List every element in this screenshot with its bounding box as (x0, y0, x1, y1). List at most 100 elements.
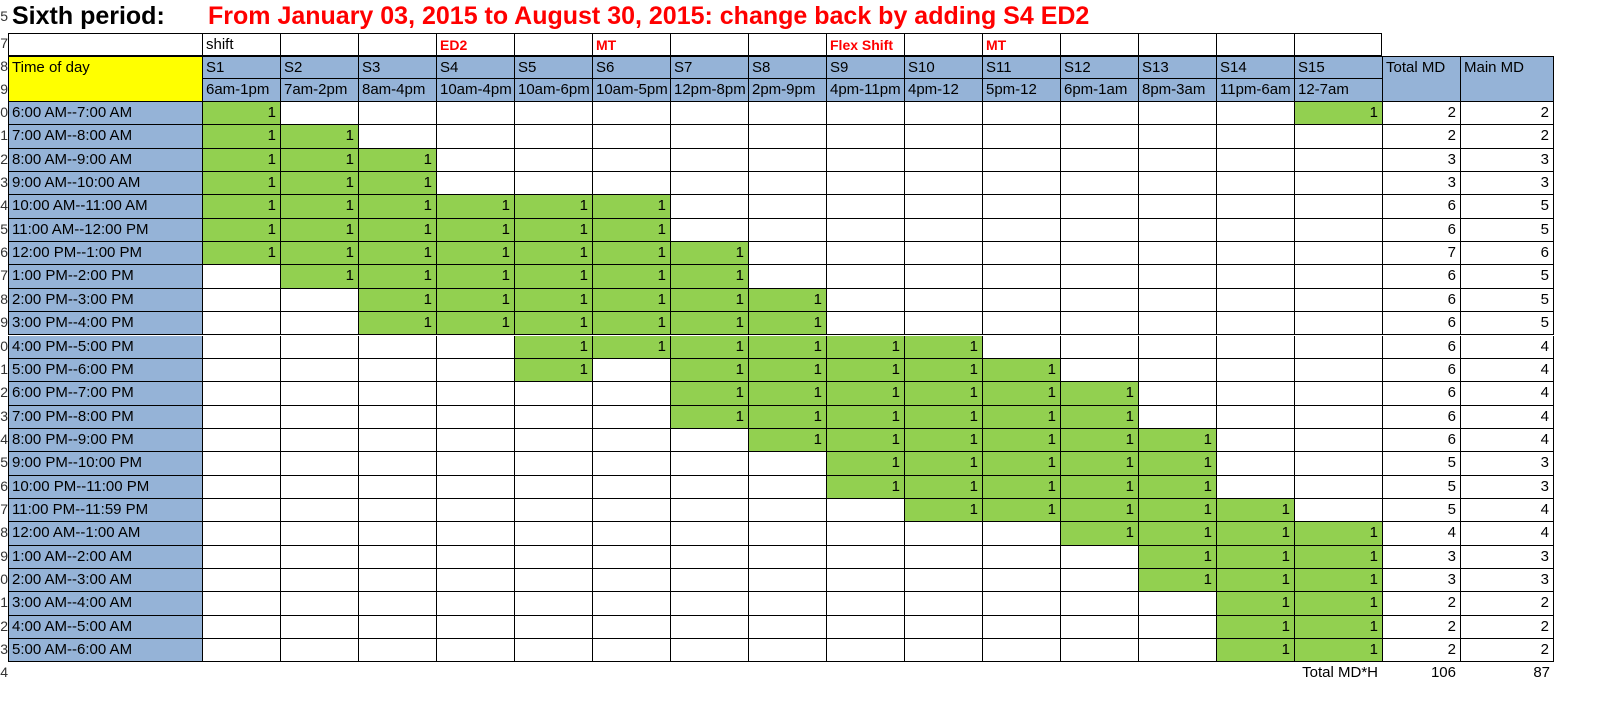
shift-cell[interactable] (514, 172, 592, 196)
shift-cell[interactable] (202, 405, 280, 429)
shift-cell[interactable] (202, 288, 280, 313)
shift-cell[interactable] (1060, 195, 1138, 219)
shift-cell[interactable] (514, 592, 592, 616)
time-slot-label[interactable]: 4:00 AM--5:00 AM (8, 615, 202, 640)
shift-cell[interactable]: 1 (436, 288, 514, 313)
shift-time-header[interactable]: 2pm-9pm (748, 79, 826, 102)
shift-cell[interactable]: 1 (280, 265, 358, 289)
shift-cell[interactable] (1138, 125, 1216, 149)
annotation-cell[interactable] (514, 33, 592, 56)
annotation-cell[interactable]: Flex Shift (826, 33, 904, 56)
shift-cell[interactable] (1294, 335, 1382, 359)
shift-cell[interactable] (592, 382, 670, 406)
shift-cell[interactable] (592, 428, 670, 453)
shift-cell[interactable]: 1 (982, 498, 1060, 523)
shift-cell[interactable] (748, 592, 826, 616)
shift-cell[interactable] (826, 265, 904, 289)
shift-cell[interactable]: 1 (904, 475, 982, 499)
shift-time-header[interactable]: 8am-4pm (358, 79, 436, 102)
shift-cell[interactable] (1138, 242, 1216, 266)
time-of-day-header-blank[interactable] (8, 79, 202, 102)
shift-cell[interactable] (904, 615, 982, 640)
shift-cell[interactable] (358, 358, 436, 383)
shift-cell[interactable] (748, 195, 826, 219)
total-md-cell[interactable]: 4 (1382, 522, 1460, 546)
main-md-cell[interactable]: 5 (1460, 265, 1554, 289)
shift-header[interactable]: S11 (982, 56, 1060, 79)
time-slot-label[interactable]: 5:00 PM--6:00 PM (8, 358, 202, 383)
shift-time-header[interactable]: 4pm-11pm (826, 79, 904, 102)
shift-cell[interactable]: 1 (1216, 615, 1294, 640)
shift-cell[interactable] (280, 592, 358, 616)
shift-cell[interactable] (1138, 358, 1216, 383)
shift-cell[interactable] (904, 312, 982, 336)
shift-cell[interactable]: 1 (1216, 639, 1294, 663)
shift-cell[interactable] (1216, 428, 1294, 453)
shift-cell[interactable] (592, 452, 670, 476)
shift-cell[interactable] (670, 498, 748, 523)
total-md-cell[interactable]: 5 (1382, 498, 1460, 523)
shift-cell[interactable] (358, 452, 436, 476)
shift-cell[interactable]: 1 (1294, 522, 1382, 546)
shift-cell[interactable] (904, 288, 982, 313)
shift-cell[interactable]: 1 (904, 382, 982, 406)
shift-cell[interactable]: 1 (436, 265, 514, 289)
shift-cell[interactable] (514, 102, 592, 126)
shift-cell[interactable] (1138, 382, 1216, 406)
shift-cell[interactable] (1138, 312, 1216, 336)
shift-cell[interactable] (826, 125, 904, 149)
shift-cell[interactable] (826, 522, 904, 546)
shift-cell[interactable]: 1 (904, 405, 982, 429)
shift-cell[interactable]: 1 (436, 218, 514, 243)
shift-cell[interactable] (670, 452, 748, 476)
shift-cell[interactable] (748, 218, 826, 243)
shift-cell[interactable] (436, 498, 514, 523)
shift-cell[interactable] (436, 615, 514, 640)
shift-cell[interactable] (436, 452, 514, 476)
time-slot-label[interactable]: 1:00 PM--2:00 PM (8, 265, 202, 289)
shift-cell[interactable]: 1 (202, 125, 280, 149)
main-md-cell[interactable]: 4 (1460, 498, 1554, 523)
main-md-cell[interactable]: 2 (1460, 639, 1554, 663)
shift-cell[interactable] (1216, 102, 1294, 126)
shift-cell[interactable] (1216, 312, 1294, 336)
shift-cell[interactable] (280, 358, 358, 383)
shift-cell[interactable] (1060, 569, 1138, 593)
shift-cell[interactable]: 1 (1216, 522, 1294, 546)
shift-cell[interactable] (514, 475, 592, 499)
shift-cell[interactable] (514, 452, 592, 476)
main-md-cell[interactable]: 2 (1460, 102, 1554, 126)
shift-cell[interactable] (1216, 288, 1294, 313)
total-md-cell[interactable]: 6 (1382, 335, 1460, 359)
time-slot-label[interactable]: 1:00 AM--2:00 AM (8, 545, 202, 569)
shift-cell[interactable] (1060, 639, 1138, 663)
shift-cell[interactable]: 1 (202, 242, 280, 266)
annotation-cell[interactable] (358, 33, 436, 56)
shift-cell[interactable] (670, 639, 748, 663)
shift-cell[interactable] (1138, 265, 1216, 289)
shift-cell[interactable] (670, 522, 748, 546)
shift-cell[interactable]: 1 (592, 218, 670, 243)
total-md-header[interactable]: Total MD (1382, 56, 1460, 102)
time-of-day-header[interactable]: Time of day (8, 56, 202, 79)
shift-cell[interactable]: 1 (436, 242, 514, 266)
shift-cell[interactable] (358, 498, 436, 523)
shift-header[interactable]: S15 (1294, 56, 1382, 79)
shift-cell[interactable]: 1 (1294, 639, 1382, 663)
shift-cell[interactable]: 1 (904, 452, 982, 476)
shift-cell[interactable] (436, 335, 514, 359)
shift-cell[interactable] (904, 195, 982, 219)
shift-cell[interactable]: 1 (202, 102, 280, 126)
shift-cell[interactable] (1060, 172, 1138, 196)
shift-cell[interactable] (1216, 218, 1294, 243)
shift-time-header[interactable]: 8pm-3am (1138, 79, 1216, 102)
main-md-cell[interactable]: 5 (1460, 195, 1554, 219)
shift-cell[interactable] (1294, 475, 1382, 499)
shift-cell[interactable] (982, 125, 1060, 149)
shift-cell[interactable] (670, 475, 748, 499)
shift-cell[interactable] (826, 218, 904, 243)
total-md-cell[interactable]: 6 (1382, 405, 1460, 429)
shift-cell[interactable] (826, 288, 904, 313)
shift-cell[interactable]: 1 (826, 428, 904, 453)
shift-cell[interactable]: 1 (1060, 475, 1138, 499)
